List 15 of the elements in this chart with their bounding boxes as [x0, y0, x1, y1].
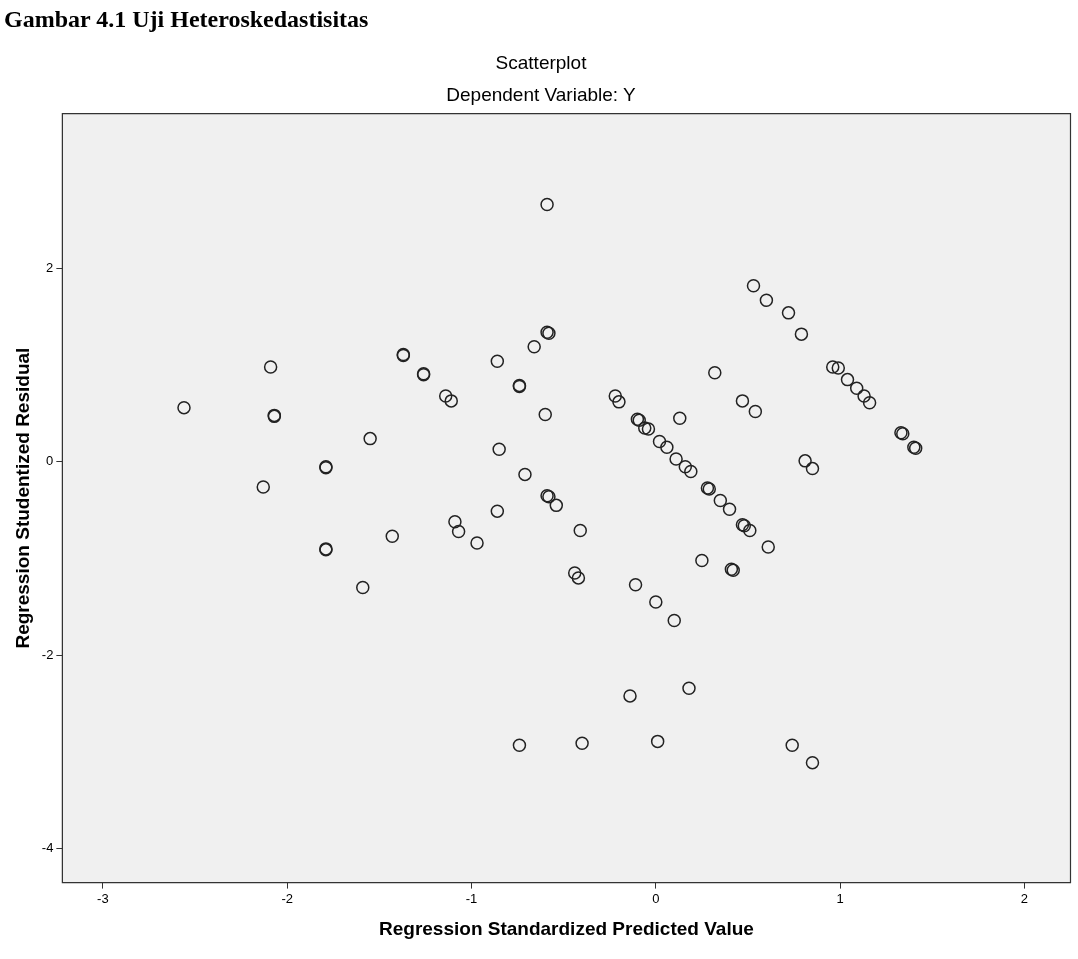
y-tick-label: 0 — [46, 453, 54, 469]
chart-title: Scatterplot — [495, 51, 588, 73]
chart-subtitle: Dependent Variable: Y — [446, 84, 637, 106]
x-tick-label: 1 — [836, 890, 844, 906]
x-tick-label: 2 — [1020, 890, 1029, 906]
x-tick-label: -3 — [97, 890, 109, 906]
x-tick-label: -2 — [281, 890, 293, 906]
x-tick-label: 0 — [652, 890, 660, 906]
x-axis-title: Regression Standardized Predicted Value — [379, 917, 754, 939]
text: Gambar 4.1 Uji Heteroskedastisitas — [3, 5, 370, 34]
y-axis-title: Regression Studentized Residual — [11, 347, 33, 649]
y-tick-label: -2 — [41, 646, 54, 662]
y-tick-label: -4 — [41, 840, 54, 856]
x-tick-label: -1 — [465, 890, 478, 906]
y-tick-label: 2 — [46, 259, 54, 275]
